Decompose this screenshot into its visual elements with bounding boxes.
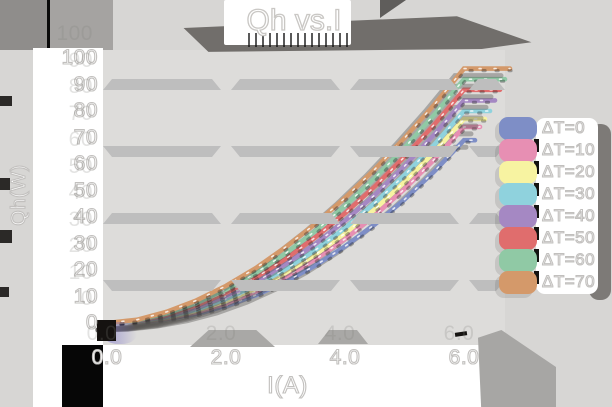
legend-swatch [499, 226, 537, 250]
y-axis-title: Qh(W) [7, 164, 30, 226]
gridline-band [231, 79, 340, 90]
legend-item-label: ΔT=40 [541, 205, 596, 225]
legend-item-label: ΔT=60 [541, 249, 596, 269]
plot-area [95, 50, 513, 345]
legend-item-label: ΔT=10 [541, 139, 596, 159]
curve-glitch-hatch [106, 69, 513, 327]
legend-swatch [499, 248, 537, 272]
y-tick-label: 30 [73, 231, 98, 255]
curve-dot-texture [106, 78, 506, 324]
y-tick-label: 100 [61, 45, 98, 69]
gridline-band [103, 213, 221, 224]
gridline-band [350, 146, 459, 157]
y-tick-label: 90 [73, 72, 98, 96]
y-tick-label: 0 [85, 310, 98, 334]
glitch-dash [0, 287, 9, 297]
legend-item-label: ΔT=20 [541, 161, 596, 181]
corner-block [62, 345, 103, 407]
legend-item-label: ΔT=50 [541, 227, 596, 247]
glitch-block [0, 0, 48, 50]
legend-item-label: ΔT=30 [541, 183, 596, 203]
page-title: Qh vs.I [246, 3, 342, 37]
x-tick-label: 2.0 [210, 345, 242, 369]
glitch-triangle [380, 0, 406, 18]
gridline-band [469, 213, 505, 224]
gridline-band [469, 79, 505, 90]
legend-swatch [499, 204, 537, 228]
legend-item-label: ΔT=0 [541, 117, 586, 137]
y-tick-label: 50 [73, 178, 98, 202]
glitch-block [48, 0, 113, 50]
legend-swatch [499, 160, 537, 184]
gridline-band [103, 79, 221, 90]
gridline-band [350, 213, 459, 224]
x-axis-title: I(A) [267, 371, 308, 399]
glitch-dash [0, 96, 12, 106]
legend-item-label: ΔT=70 [541, 271, 596, 291]
curve-glitch-hatch [106, 119, 488, 327]
legend-swatch [499, 270, 537, 294]
curve-dot-texture [106, 89, 501, 324]
y-tick-label: 10 [73, 284, 98, 308]
curve-glitch-hatch [106, 100, 498, 327]
y-tick-label: 20 [73, 257, 98, 281]
gridline-band [350, 79, 459, 90]
gridline-band [103, 146, 221, 157]
curve-glitch-hatch [106, 140, 478, 327]
curve-glitch-hatch [106, 90, 503, 327]
origin-block [97, 320, 116, 341]
legend-swatch [499, 116, 537, 140]
gridline-shadow [190, 330, 275, 347]
gridline-band [231, 280, 340, 291]
x-tick-label: 0.0 [91, 345, 123, 369]
y-tick-label: 60 [73, 151, 98, 175]
gridline-band [469, 280, 505, 291]
legend-panel [536, 118, 598, 294]
gridline-band [103, 280, 221, 291]
gridline-band [350, 280, 459, 291]
glitch-line [47, 0, 50, 50]
glitch-dash [0, 178, 10, 190]
curves-canvas [95, 66, 513, 333]
title-ghost-hatch [248, 33, 348, 47]
legend-swatch [499, 182, 537, 206]
curve-glitch-hatch [106, 127, 483, 327]
x-tick-label: 6.0 [448, 345, 480, 369]
y-tick-label: 40 [73, 204, 98, 228]
x-tick-label: 4.0 [329, 345, 361, 369]
legend-swatch [499, 138, 537, 162]
curve-ΔT=70 [104, 66, 513, 326]
gridline-band [469, 146, 505, 157]
x-axis-strip [93, 345, 483, 407]
y-tick-label: 70 [73, 125, 98, 149]
gridline-band [231, 213, 340, 224]
glitch-dash [0, 230, 12, 243]
y-tick-label: 80 [73, 98, 98, 122]
curve-glitch-hatch [106, 79, 508, 327]
gridline-shadow [318, 330, 368, 344]
gridline-band [231, 146, 340, 157]
